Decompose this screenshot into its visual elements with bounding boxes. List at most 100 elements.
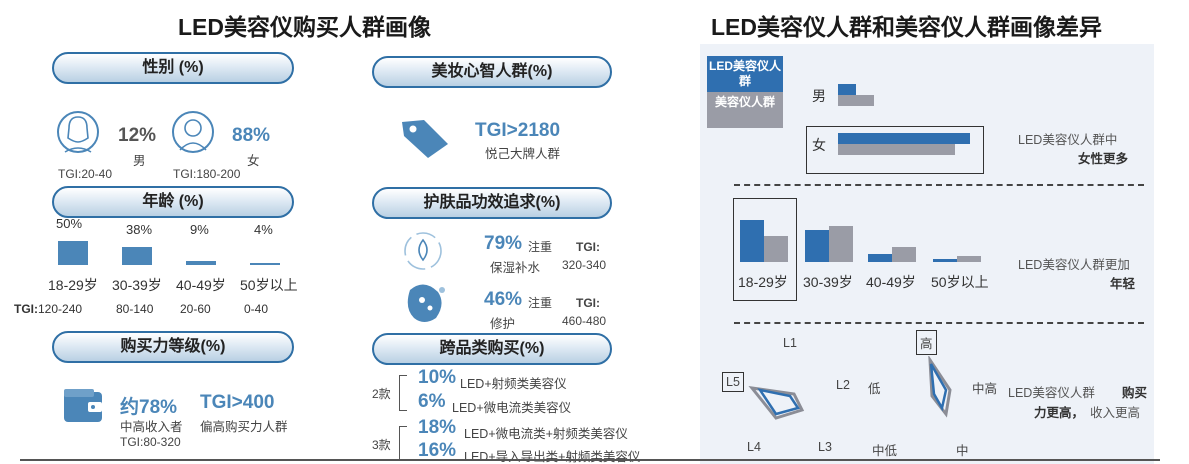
female-silhouette-icon — [172, 111, 214, 153]
efficacy-2-tgi-label: TGI: — [576, 296, 600, 310]
age-bar — [58, 241, 88, 265]
divider-1 — [734, 184, 1144, 186]
radar-l3: L3 — [818, 440, 832, 454]
left-title: LED美容仪购买人群画像 — [178, 14, 431, 40]
spend-pct: 约78% — [120, 397, 178, 418]
age-tgi-label: 20-60 — [180, 302, 211, 316]
age-compare-category: 40-49岁 — [866, 274, 916, 290]
price-tag-icon — [402, 120, 448, 158]
spend-tgi: TGI>400 — [200, 392, 275, 413]
legend-led: LED美容仪人群 — [707, 56, 783, 92]
efficacy-header: 护肤品功效追求(%) — [372, 187, 612, 219]
radar-l5: L5 — [722, 372, 744, 392]
radar-note-1b: 购买 — [1122, 386, 1148, 400]
purchase-level-radar — [748, 385, 805, 420]
radar-l4: L4 — [747, 440, 761, 454]
face-care-icon — [407, 284, 445, 322]
cross-r2-pct: 6% — [418, 391, 446, 412]
age-tgi-label: 0-40 — [244, 302, 269, 316]
cross-r3-text: LED+微电流类+射频类美容仪 — [464, 427, 628, 441]
cross-r3-pct: 18% — [418, 417, 457, 438]
gender-bar — [838, 95, 874, 106]
mindset-tgi: TGI>2180 — [475, 120, 561, 141]
gender-category-label: 女 — [812, 137, 826, 153]
radar-l2: L2 — [836, 378, 850, 392]
age-compare-category: 30-39岁 — [803, 274, 853, 290]
age-note-1: LED美容仪人群更加 — [1018, 258, 1130, 272]
water-drop-cycle-icon — [404, 232, 442, 270]
radar-midlow: 中低 — [872, 444, 898, 458]
mindset-header: 美妆心智人群(%) — [372, 56, 612, 88]
age-tgi-label: 120-240 — [38, 302, 83, 316]
radar-high: 高 — [916, 330, 937, 355]
radar-note-2a: 力更高， — [1034, 406, 1085, 420]
female-pct: 88% — [232, 125, 271, 146]
right-title: LED美容仪人群和美容仪人群画像差异 — [711, 14, 1102, 40]
male-pct: 12% — [118, 125, 157, 146]
age-compare-category: 50岁以上 — [931, 274, 989, 290]
age-category-label: 30-39岁 — [112, 277, 162, 293]
cross-r4-text: LED+导入导出类+射频类美容仪 — [464, 450, 641, 464]
female-tgi: TGI:180-200 — [173, 167, 241, 181]
age-category-label: 40-49岁 — [176, 277, 226, 293]
age-compare-bar — [764, 235, 788, 262]
cross-header: 跨品类购买(%) — [372, 333, 612, 365]
age-bar — [186, 260, 216, 265]
young-highlight-box — [733, 198, 797, 301]
spend-desc-2: 偏高购买力人群 — [200, 420, 288, 434]
efficacy-1-suffix: 注重 — [528, 240, 553, 254]
radar-low: 低 — [868, 382, 881, 396]
cross-group-2: 2款 — [372, 387, 391, 401]
efficacy-2-suffix: 注重 — [528, 296, 553, 310]
gender-bar — [838, 84, 856, 95]
age-value-label: 50% — [56, 216, 83, 231]
cross-r2-text: LED+微电流类美容仪 — [452, 401, 572, 415]
cross-bracket-3 — [399, 426, 407, 460]
efficacy-2-tgi: 460-480 — [562, 314, 607, 328]
age-value-label: 9% — [190, 222, 209, 237]
radar-midhigh: 中高 — [972, 382, 998, 396]
age-compare-bar — [805, 230, 829, 262]
male-tgi: TGI:20-40 — [58, 167, 113, 181]
spend-desc-1: 中高收入者 — [120, 420, 183, 434]
age-category-label: 50岁以上 — [240, 277, 298, 293]
age-value-label: 38% — [126, 222, 153, 237]
radar-l1: L1 — [783, 336, 797, 350]
efficacy-1-desc: 保湿补水 — [490, 261, 541, 275]
spend-tgi-range: TGI:80-320 — [120, 435, 181, 449]
bottom-rule — [20, 459, 1160, 461]
female-outline-icon — [57, 111, 99, 153]
cross-r1-pct: 10% — [418, 367, 457, 388]
age-tgi-prefix: TGI: — [14, 302, 38, 316]
age-compare-category: 18-29岁 — [738, 274, 788, 290]
age-compare-bar — [829, 225, 853, 262]
age-tgi-label: 80-140 — [116, 302, 154, 316]
age-category-label: 18-29岁 — [48, 277, 98, 293]
spend-header: 购买力等级(%) — [52, 331, 294, 363]
age-note-2: 年轻 — [1110, 277, 1136, 291]
gender-category-label: 男 — [812, 88, 826, 104]
gender-header: 性别 (%) — [52, 52, 294, 84]
age-header: 年龄 (%) — [52, 186, 294, 218]
radar-note-1a: LED美容仪人群 — [1008, 386, 1095, 400]
radar-mid: 中 — [956, 444, 969, 458]
age-compare-bar — [957, 256, 981, 262]
efficacy-1-tgi: 320-340 — [562, 258, 607, 272]
age-compare-bar — [933, 258, 957, 262]
divider-2 — [734, 322, 1144, 324]
cross-bracket-2 — [399, 375, 407, 411]
age-value-label: 4% — [254, 222, 273, 237]
gender-bar — [838, 144, 955, 155]
mindset-desc: 悦己大牌人群 — [485, 147, 561, 161]
cross-group-3: 3款 — [372, 438, 391, 452]
age-compare-bar — [892, 246, 916, 262]
efficacy-1-pct: 79% — [484, 233, 523, 254]
gender-note-2: 女性更多 — [1078, 152, 1129, 166]
gender-bar — [838, 133, 970, 144]
age-compare-bar — [868, 254, 892, 262]
efficacy-2-pct: 46% — [484, 289, 523, 310]
radar-note-2b: 收入更高 — [1090, 406, 1141, 420]
gender-note-1: LED美容仪人群中 — [1018, 133, 1118, 147]
female-highlight-box — [806, 126, 984, 174]
female-label: 女 — [247, 154, 260, 168]
